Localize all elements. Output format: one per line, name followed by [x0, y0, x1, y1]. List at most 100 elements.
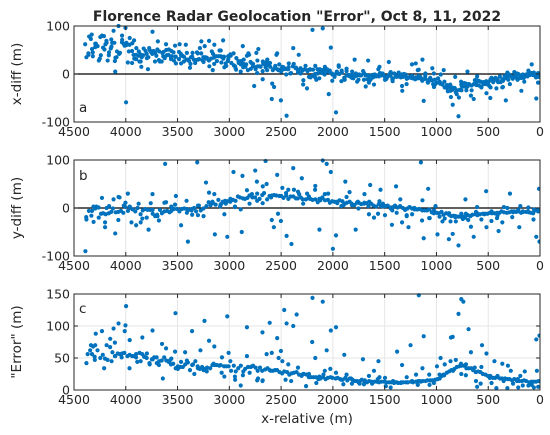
data-point — [328, 366, 333, 371]
data-point — [484, 91, 489, 96]
data-point — [181, 54, 187, 59]
data-point — [159, 358, 164, 363]
data-point — [529, 62, 534, 67]
data-point — [212, 232, 217, 237]
data-point — [350, 69, 355, 74]
data-point — [275, 172, 280, 177]
data-point — [431, 71, 436, 76]
data-point — [442, 79, 447, 84]
data-point — [450, 231, 455, 237]
data-point — [475, 204, 480, 210]
x-axis-label: x-relative (m) — [261, 411, 353, 427]
data-point — [360, 357, 366, 362]
data-point — [453, 215, 458, 220]
data-point — [125, 191, 130, 196]
data-point — [142, 354, 147, 359]
data-point — [140, 335, 145, 340]
data-point — [289, 241, 294, 247]
data-point — [238, 207, 243, 212]
data-point — [479, 364, 484, 370]
data-point — [284, 233, 289, 238]
data-point — [89, 213, 94, 218]
data-point — [104, 343, 109, 348]
data-point — [255, 368, 260, 373]
data-point — [201, 214, 206, 219]
data-point — [119, 33, 125, 38]
data-point — [278, 348, 283, 354]
data-point — [208, 366, 213, 371]
data-point — [400, 88, 405, 93]
data-point — [232, 204, 238, 209]
data-point — [484, 351, 489, 356]
data-point — [147, 362, 152, 367]
data-point — [112, 58, 117, 64]
y-tick-label: 100 — [46, 19, 70, 34]
data-point — [310, 27, 315, 32]
data-point — [448, 359, 453, 364]
data-point — [183, 350, 188, 355]
data-point — [337, 71, 342, 77]
data-point — [324, 348, 329, 353]
data-point — [178, 359, 184, 364]
data-point — [444, 82, 450, 88]
data-point — [371, 215, 377, 220]
data-point — [162, 355, 167, 360]
data-point — [435, 232, 440, 237]
data-point — [145, 67, 151, 72]
data-point — [333, 233, 339, 238]
data-point — [196, 57, 202, 62]
data-point — [239, 229, 244, 235]
data-point — [322, 66, 328, 71]
data-point — [466, 217, 471, 223]
data-point — [398, 380, 404, 386]
data-point — [464, 88, 469, 93]
data-point — [236, 366, 241, 371]
data-point — [102, 366, 107, 371]
data-point — [141, 46, 146, 51]
data-point — [313, 63, 318, 68]
data-point — [503, 98, 508, 103]
data-point — [380, 201, 386, 206]
data-point — [171, 58, 177, 63]
data-point — [117, 51, 122, 56]
data-point — [169, 204, 174, 209]
data-point — [418, 74, 423, 79]
data-point — [296, 52, 301, 57]
data-point — [299, 373, 304, 378]
panel-a: 4500 4000 3500 3000 2500 2000 1500 1000 500 0-100… — [9, 19, 544, 140]
data-point — [427, 382, 432, 387]
data-point — [294, 312, 299, 317]
data-point — [147, 45, 152, 51]
data-point — [476, 83, 481, 88]
data-point — [270, 81, 275, 86]
data-point — [187, 65, 193, 70]
data-point — [406, 225, 411, 230]
data-point — [322, 368, 327, 373]
data-point — [260, 330, 265, 335]
data-point — [488, 95, 493, 101]
data-point — [413, 61, 418, 66]
data-point — [460, 216, 465, 222]
data-point — [114, 55, 119, 60]
data-point — [361, 77, 367, 82]
data-point — [282, 307, 287, 313]
data-point — [173, 193, 178, 199]
data-point — [231, 51, 236, 56]
data-point — [437, 214, 442, 219]
data-point — [469, 88, 474, 93]
data-point — [427, 207, 432, 212]
data-point — [171, 50, 176, 55]
y-tick-label: 0 — [62, 383, 70, 398]
data-point — [328, 328, 333, 333]
data-point — [361, 69, 366, 74]
data-point — [96, 215, 101, 220]
data-point — [440, 219, 445, 224]
data-point — [515, 377, 520, 382]
data-point — [398, 197, 403, 202]
data-point — [268, 368, 273, 373]
data-point — [204, 203, 209, 209]
data-point — [212, 191, 217, 197]
x-tick-label: 3500 — [162, 258, 194, 273]
x-tick-label: 0 — [536, 258, 544, 273]
figure-title: Florence Radar Geolocation "Error", Oct … — [93, 9, 501, 25]
